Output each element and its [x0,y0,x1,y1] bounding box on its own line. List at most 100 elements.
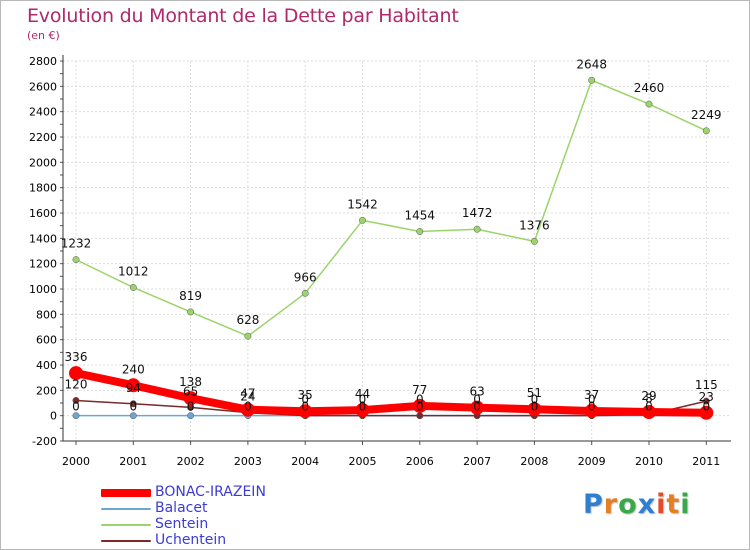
chart-title: Evolution du Montant de la Dette par Hab… [27,5,459,27]
y-tick-label: -200 [32,435,57,448]
y-tick-label: 800 [36,308,57,321]
logo-letter: r [603,489,619,520]
data-point [126,378,141,393]
data-label: 0 [359,400,367,414]
data-point [473,225,481,233]
y-tick-label: 2400 [29,106,57,119]
x-tick-label: 2010 [635,455,663,468]
data-label: 2249 [691,108,722,122]
x-tick-label: 2007 [463,455,491,468]
data-label: 1376 [519,218,550,232]
data-point [129,284,137,291]
data-point [72,412,80,420]
data-point [69,366,83,381]
data-label: 819 [179,289,202,303]
x-tick-label: 2003 [234,455,262,468]
data-label: 77 [412,383,427,397]
series-line-uchentein [75,399,708,417]
data-label: 2460 [634,81,665,95]
y-tick-label: 1600 [29,207,57,220]
data-label: 94 [126,381,141,395]
data-label: 63 [469,385,484,399]
data-label: 37 [584,388,599,402]
data-point [412,398,427,413]
data-label: 1454 [405,208,436,222]
y-tick-label: 2200 [29,131,57,144]
proxiti-logo: Proxiti [583,489,691,520]
legend-item: Uchentein [101,532,361,549]
legend-item: Balacet [101,500,361,517]
logo-letter: i [680,489,691,520]
data-label: 336 [65,350,88,364]
data-point [72,397,80,404]
data-label: 115 [695,378,718,392]
logo-letter: P [583,489,604,520]
data-label: 240 [122,362,145,376]
legend-item: BONAC-IRAZEIN [101,484,361,501]
data-point [183,391,198,406]
data-label: 0 [473,393,481,407]
data-label: 0 [531,400,539,414]
logo-letter: o [618,489,638,520]
data-label: 0 [588,400,596,414]
data-label: 8 [645,392,653,406]
data-label: 24 [240,390,255,404]
y-tick-label: 1000 [29,283,57,296]
data-label: 0 [244,400,252,414]
data-label: 44 [355,387,370,401]
data-label: 120 [65,377,88,391]
y-tick-label: 200 [36,384,57,397]
data-label: 65 [183,384,198,398]
data-point [699,405,714,420]
data-point [527,402,542,417]
data-label: 2648 [576,57,607,71]
data-label: 1232 [61,237,92,251]
logo-letter: x [637,489,657,520]
x-tick-label: 2009 [578,455,606,468]
logo-letter: i [656,489,667,520]
chart-legend: BONAC-IRAZEIN Balacet Sentein Uchentein [101,484,361,549]
data-label: 0 [588,393,596,407]
chart-subtitle: (en €) [27,29,60,42]
data-point [702,127,710,135]
data-label: 0 [416,400,424,414]
legend-label: Sentein [155,516,209,532]
data-point [129,412,137,420]
data-label: 0 [129,400,137,414]
data-label: 1542 [347,197,378,211]
data-label: 628 [236,313,259,327]
data-point [187,412,195,420]
data-point [642,404,656,419]
legend-item: Sentein [101,516,361,533]
data-point [72,256,80,264]
data-label: 0 [359,393,367,407]
data-point [301,289,309,297]
data-point [359,216,366,224]
data-point [240,402,255,417]
legend-swatch [101,489,151,497]
data-point [244,332,252,340]
legend-label: Uchentein [155,532,227,548]
y-tick-label: 1200 [29,258,57,271]
y-tick-label: 1400 [29,232,57,245]
legend-label: Balacet [155,500,208,516]
data-label: 51 [527,386,542,400]
legend-swatch [101,540,151,542]
data-point [129,400,137,408]
data-point [584,403,599,418]
x-tick-label: 2001 [119,455,147,468]
y-tick-label: 600 [36,334,57,347]
y-tick-label: 1800 [29,182,57,195]
data-label: 35 [298,388,313,402]
data-label: 0 [416,393,424,407]
x-tick-label: 2008 [520,455,548,468]
y-tick-label: 2000 [29,156,57,169]
x-tick-label: 2004 [291,455,319,468]
data-label: 0 [473,400,481,414]
data-point [645,100,653,108]
y-tick-label: 2600 [29,80,57,93]
data-label: 0 [702,400,710,414]
data-label: 1012 [118,264,149,278]
